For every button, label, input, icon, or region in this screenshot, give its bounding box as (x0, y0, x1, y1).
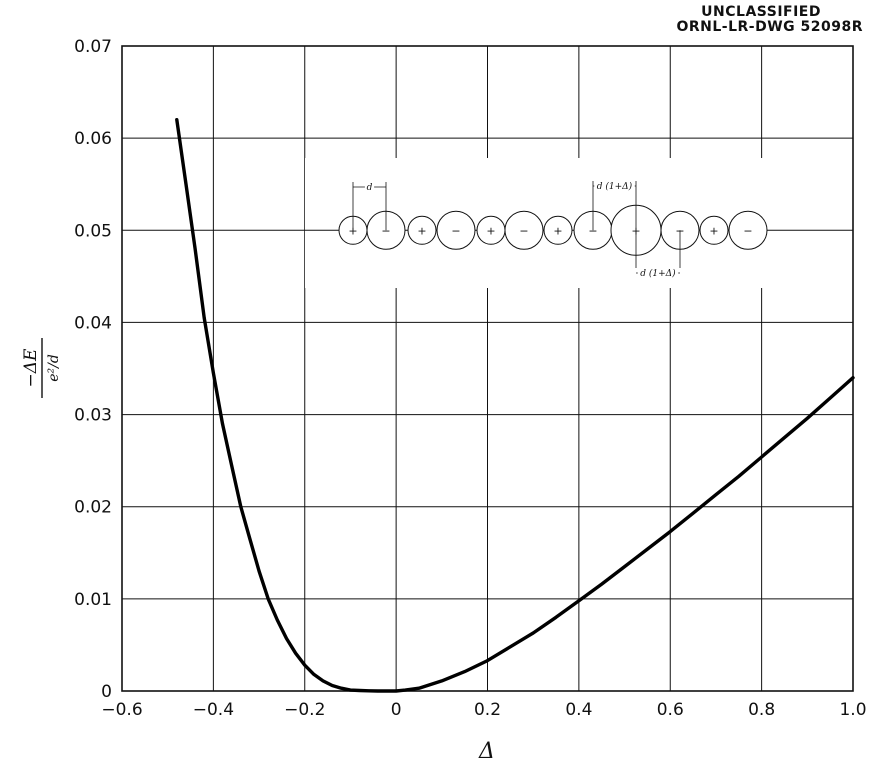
y-tick-label: 0.04 (74, 313, 112, 333)
ion-circle (407, 215, 437, 245)
classification-stamp: UNCLASSIFIED (701, 4, 821, 20)
dimension-label: d (367, 183, 373, 193)
y-axis-title: −ΔE e²/d (21, 338, 62, 398)
ion-sign: + (348, 224, 357, 237)
plot-frame (121, 45, 854, 692)
ion-chain-inset: + − + − + − + − + − + −d d (1+Δ)d (1+Δ) (305, 158, 800, 288)
ion-circle (504, 210, 544, 250)
ion-sign: + (417, 224, 426, 237)
y-tick-label: 0.03 (74, 406, 112, 426)
dimension-label-background (364, 181, 375, 192)
x-tick-label: −0.6 (101, 700, 142, 720)
y-tick-label: 0.07 (74, 37, 112, 57)
y-tick-label: 0.01 (74, 590, 112, 610)
y-tick-labels: 0 0.01 0.02 0.03 0.04 0.05 0.06 0.07 (74, 37, 112, 702)
x-axis-title: Δ (478, 739, 495, 763)
y-axis-title-denominator: e²/d (46, 354, 62, 382)
grid (121, 45, 854, 692)
x-tick-label: 0.8 (748, 700, 775, 720)
ion-sign: − (381, 224, 390, 237)
x-tick-label: 1.0 (839, 700, 866, 720)
y-tick-label: 0.02 (74, 498, 112, 518)
ion-circle (543, 215, 573, 245)
ion-circle (436, 210, 476, 250)
ion-sign: + (709, 224, 718, 237)
x-tick-label: 0 (391, 700, 402, 720)
ion-sign: − (519, 224, 528, 237)
dimension-label: d (1+Δ) (640, 268, 676, 279)
ion-circle (699, 215, 729, 245)
y-tick-label: 0.05 (74, 221, 112, 241)
y-axis-title-numerator: −ΔE (21, 348, 41, 388)
x-tick-label: −0.4 (193, 700, 234, 720)
ion-sign: + (553, 224, 562, 237)
y-tick-label: 0 (101, 682, 112, 702)
dimension-label: d (1+Δ) (597, 181, 633, 192)
ion-circle (728, 210, 768, 250)
y-tick-label: 0.06 (74, 129, 112, 149)
dimension-label-background (637, 267, 679, 278)
x-tick-label: 0.2 (474, 700, 501, 720)
drawing-id: ORNL-LR-DWG 52098R (676, 19, 863, 35)
x-tick-label: 0.6 (657, 700, 684, 720)
x-tick-label: 0.4 (565, 700, 592, 720)
x-tick-labels: −0.6 −0.4 −0.2 0 0.2 0.4 0.6 0.8 1.0 (101, 700, 866, 720)
ion-sign: + (486, 224, 495, 237)
energy-curve (175, 118, 855, 693)
ion-sign: − (588, 224, 597, 237)
ion-sign: − (451, 224, 460, 237)
x-tick-label: −0.2 (284, 700, 325, 720)
dimension-label-background (594, 180, 635, 191)
ion-sign: − (743, 224, 752, 237)
